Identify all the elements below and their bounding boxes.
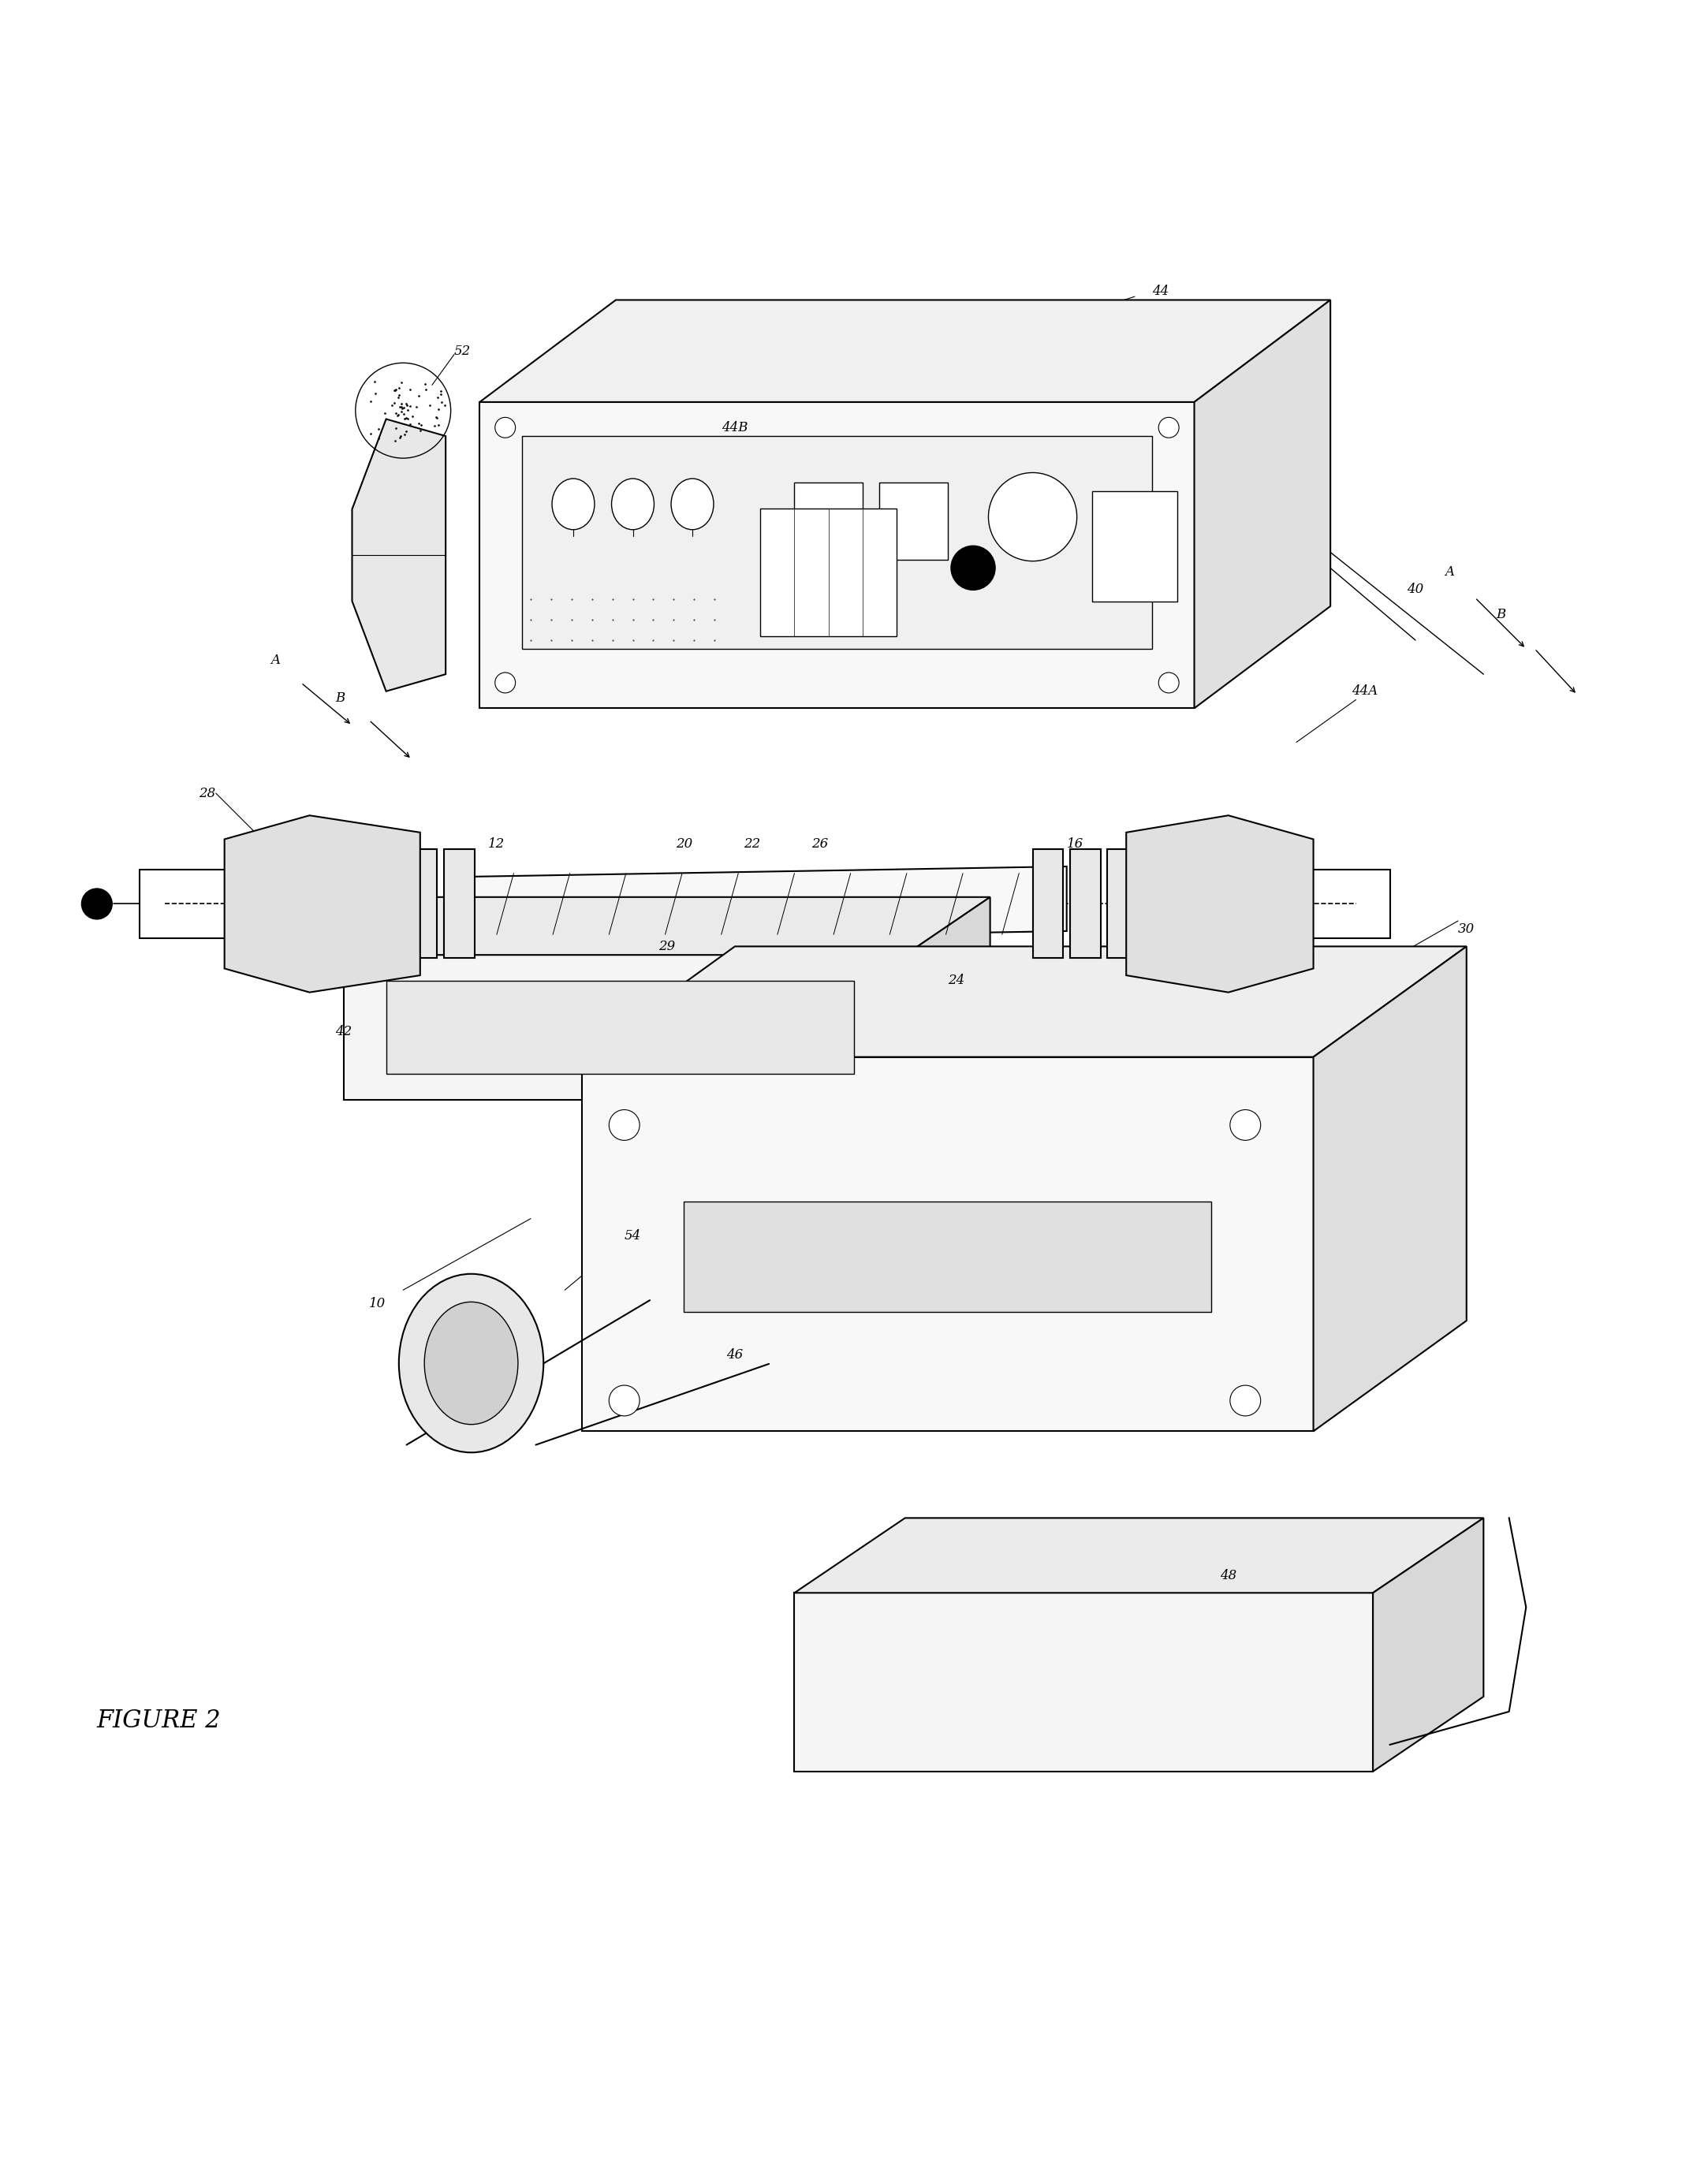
Polygon shape [1373,1518,1484,1771]
Polygon shape [794,1518,1484,1593]
Bar [1033,849,1064,959]
Polygon shape [471,866,1068,942]
Circle shape [1230,1386,1261,1416]
Circle shape [1158,418,1179,437]
Text: A: A [1445,565,1454,578]
Text: B: B [335,691,345,706]
Text: 52: 52 [454,344,471,357]
Text: 28: 28 [200,786,215,801]
Text: 42: 42 [335,1024,352,1039]
Text: 54: 54 [625,1230,640,1243]
Polygon shape [905,896,991,1100]
Text: 18: 18 [284,821,301,834]
Bar [523,435,1151,649]
Circle shape [1230,1111,1261,1141]
Polygon shape [582,1057,1313,1431]
Bar [794,483,863,559]
Polygon shape [480,403,1194,708]
Text: 10: 10 [369,1297,386,1310]
Text: 22: 22 [743,838,760,851]
Text: 24: 24 [948,974,965,987]
Polygon shape [1194,301,1331,708]
Polygon shape [343,955,905,1100]
Text: 44A: 44A [1351,684,1378,697]
Circle shape [495,673,516,693]
Circle shape [989,472,1076,561]
Text: 26: 26 [811,838,828,851]
Text: 20: 20 [675,838,692,851]
Polygon shape [1313,946,1467,1431]
Polygon shape [794,1593,1373,1771]
Bar [880,483,948,559]
Bar [444,849,475,959]
Text: FIGURE 2: FIGURE 2 [97,1708,220,1732]
Circle shape [610,1386,639,1416]
Bar [760,509,897,637]
Text: 44: 44 [1151,286,1168,299]
Ellipse shape [611,478,654,530]
Bar [683,1202,1211,1312]
Ellipse shape [671,478,714,530]
Bar [407,849,437,959]
Bar [1107,849,1138,959]
Bar [386,981,854,1074]
Circle shape [610,1111,639,1141]
Circle shape [1158,673,1179,693]
Ellipse shape [424,1301,518,1425]
Text: A: A [272,654,280,667]
Ellipse shape [552,478,594,530]
Text: 40: 40 [1407,582,1424,595]
Polygon shape [1126,816,1313,992]
Text: 46: 46 [726,1349,743,1362]
Polygon shape [352,420,446,691]
Circle shape [495,418,516,437]
Text: B: B [1496,608,1505,621]
Circle shape [82,888,113,920]
Polygon shape [480,301,1331,403]
Bar [1091,491,1177,602]
Ellipse shape [400,1273,543,1453]
Polygon shape [582,946,1467,1057]
Text: 12: 12 [488,838,506,851]
Text: 44B: 44B [722,420,748,435]
Circle shape [951,546,996,591]
Text: 29: 29 [659,940,675,953]
Text: 30: 30 [1459,922,1476,935]
Polygon shape [224,816,420,992]
Text: 48: 48 [1220,1570,1237,1583]
Text: 16: 16 [1068,838,1083,851]
Bar [1071,849,1100,959]
Bar [369,849,400,959]
Polygon shape [343,896,991,955]
